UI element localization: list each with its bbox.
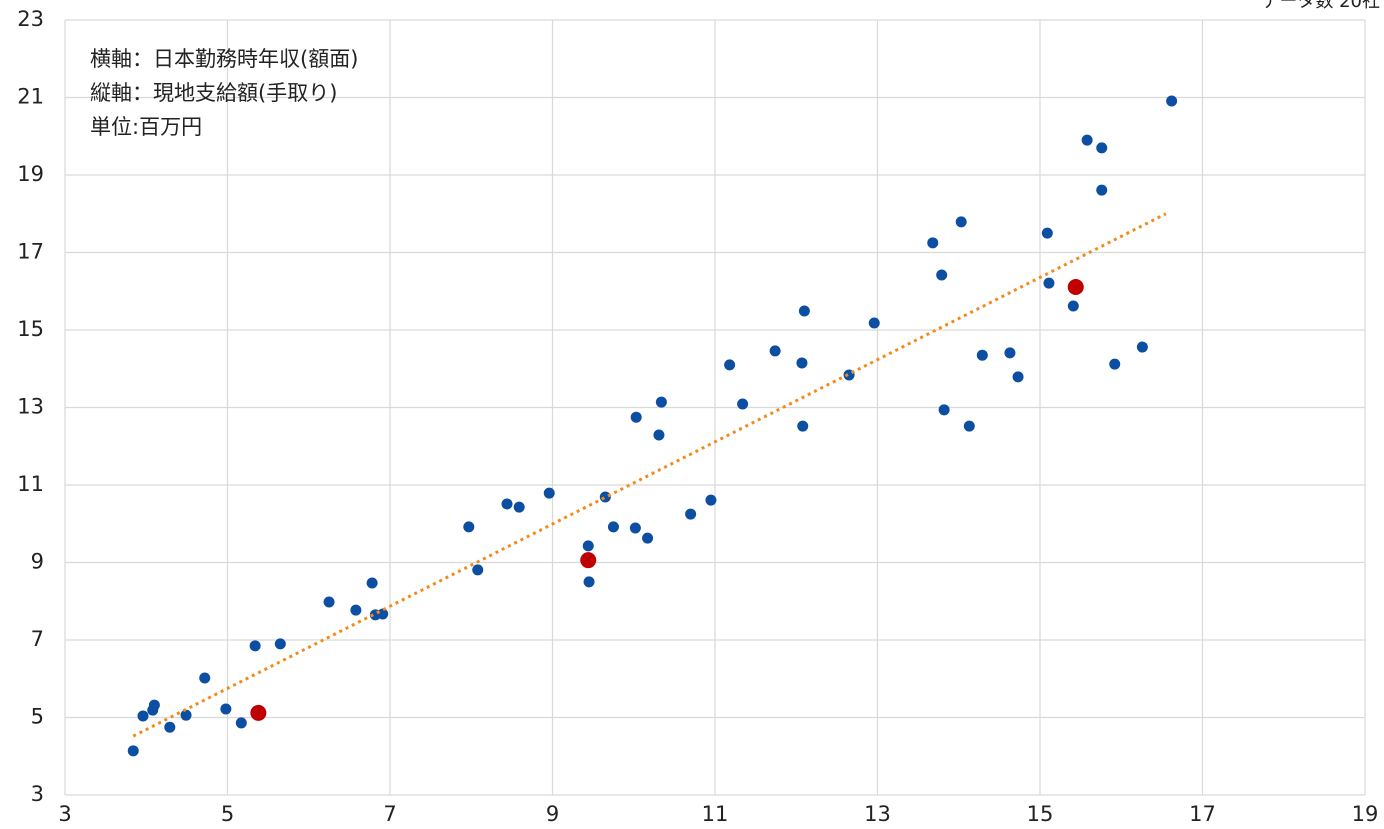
point [1043,277,1055,289]
point [1109,358,1121,370]
note: データ数 20社 [1261,0,1380,12]
point [583,576,595,588]
y-tick-label: 3 [31,782,44,806]
point [798,305,810,317]
point [938,404,950,416]
y-tick-label: 15 [17,317,44,341]
point [655,396,667,408]
point [501,498,513,510]
point [642,532,654,544]
point [1136,341,1148,353]
point [1096,142,1108,154]
point [963,420,975,432]
point [868,317,880,329]
x-tick-label: 15 [1027,802,1054,826]
point [1041,227,1053,239]
point [543,487,555,499]
point [220,703,232,715]
y-tick-label: 11 [17,472,44,496]
y-tick-label: 23 [17,7,44,31]
point [1012,371,1024,383]
x-tick-label: 9 [546,802,559,826]
y-tick-label: 13 [17,395,44,419]
point [1096,184,1108,196]
point [1067,278,1084,295]
point [377,608,389,620]
point [582,540,594,552]
annotation: 単位:百万円 [90,115,202,139]
point [164,721,176,733]
point [629,522,641,534]
x-tick-label: 11 [702,802,729,826]
x-tick-label: 17 [1189,802,1216,826]
annotation: 縦軸：現地支給額(手取り) [90,81,337,105]
point [769,345,781,357]
point [323,596,335,608]
point [1067,300,1079,312]
point [976,349,988,361]
x-tick-label: 13 [864,802,891,826]
point [796,357,808,369]
point [797,420,809,432]
point [936,269,948,281]
point [705,494,717,506]
point [350,604,362,616]
point [148,699,160,711]
point [737,398,749,410]
point [1166,95,1178,107]
point [580,552,597,569]
point [685,508,697,520]
y-tick-label: 19 [17,162,44,186]
point [472,564,484,576]
point [1004,347,1016,359]
point [249,640,261,652]
point [127,745,139,757]
y-tick-label: 5 [31,705,44,729]
y-tick-label: 17 [17,240,44,264]
point [927,237,939,249]
point [366,577,378,589]
x-tick-label: 3 [58,802,71,826]
point [463,521,475,533]
x-tick-label: 7 [383,802,396,826]
trendline [132,212,1167,738]
x-tick-label: 19 [1352,802,1379,826]
x-tick-label: 5 [221,802,234,826]
point [137,710,149,722]
point [235,717,247,729]
y-tick-label: 21 [17,85,44,109]
point [630,411,642,423]
point [724,359,736,371]
annotation: 横軸：日本勤務時年収(額面) [90,47,358,71]
point [274,638,286,650]
point [250,704,267,721]
y-tick-label: 7 [31,627,44,651]
y-tick-label: 9 [31,550,44,574]
point [955,216,967,228]
point [1081,134,1093,146]
point [513,501,525,513]
point [199,672,211,684]
point [653,429,665,441]
point [180,709,192,721]
point [607,521,619,533]
